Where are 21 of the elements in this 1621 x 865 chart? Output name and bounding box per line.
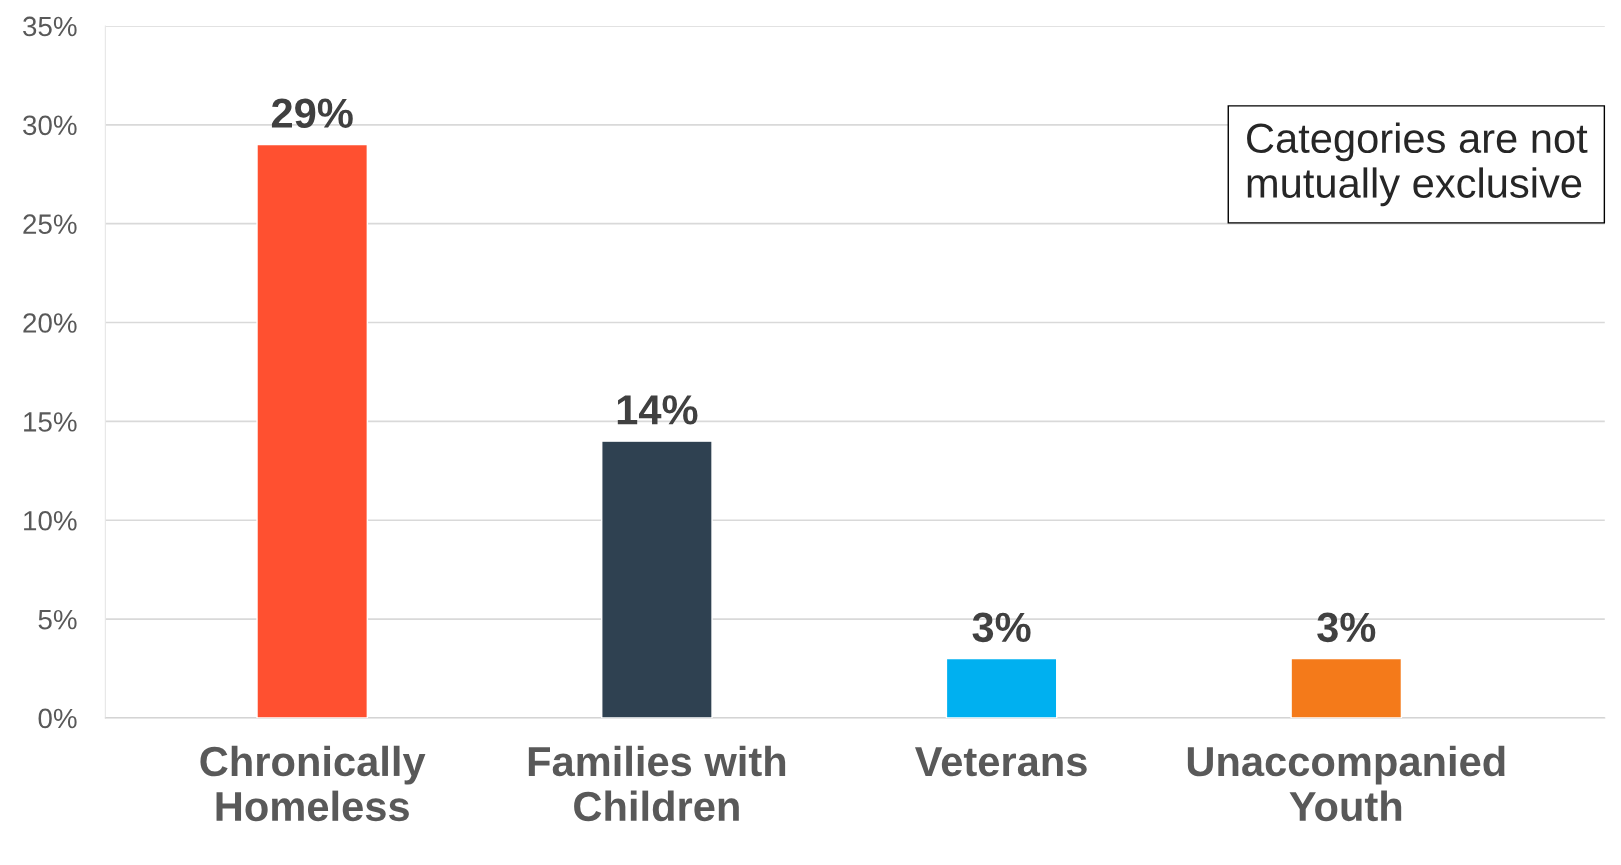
annotation: Categories are not mutually exclusive xyxy=(1247,122,1588,207)
x-tick-label: Veterans xyxy=(915,747,1087,777)
y-tick-label: 25% xyxy=(23,214,77,234)
y-tick-label: 0% xyxy=(38,708,77,729)
x-tick-label: Chronically Homeless xyxy=(200,745,426,822)
data-label: 29% xyxy=(271,98,353,129)
bar xyxy=(945,657,1058,718)
x-tick-label: Families with Children xyxy=(528,745,786,822)
y-tick-label: 10% xyxy=(24,510,77,531)
bar xyxy=(256,143,369,718)
data-label: 3% xyxy=(1317,612,1376,643)
y-tick-label: 5% xyxy=(38,609,77,630)
bar xyxy=(1290,657,1403,718)
y-tick-label: 20% xyxy=(23,313,77,333)
x-tick-label: Unaccompanied Youth xyxy=(1187,745,1505,822)
y-tick-label: 35% xyxy=(23,16,77,37)
bar xyxy=(601,440,713,718)
y-tick-label: 30% xyxy=(23,115,77,136)
data-label: 3% xyxy=(972,612,1031,643)
y-tick-label: 15% xyxy=(24,412,77,432)
data-label: 14% xyxy=(617,395,698,425)
